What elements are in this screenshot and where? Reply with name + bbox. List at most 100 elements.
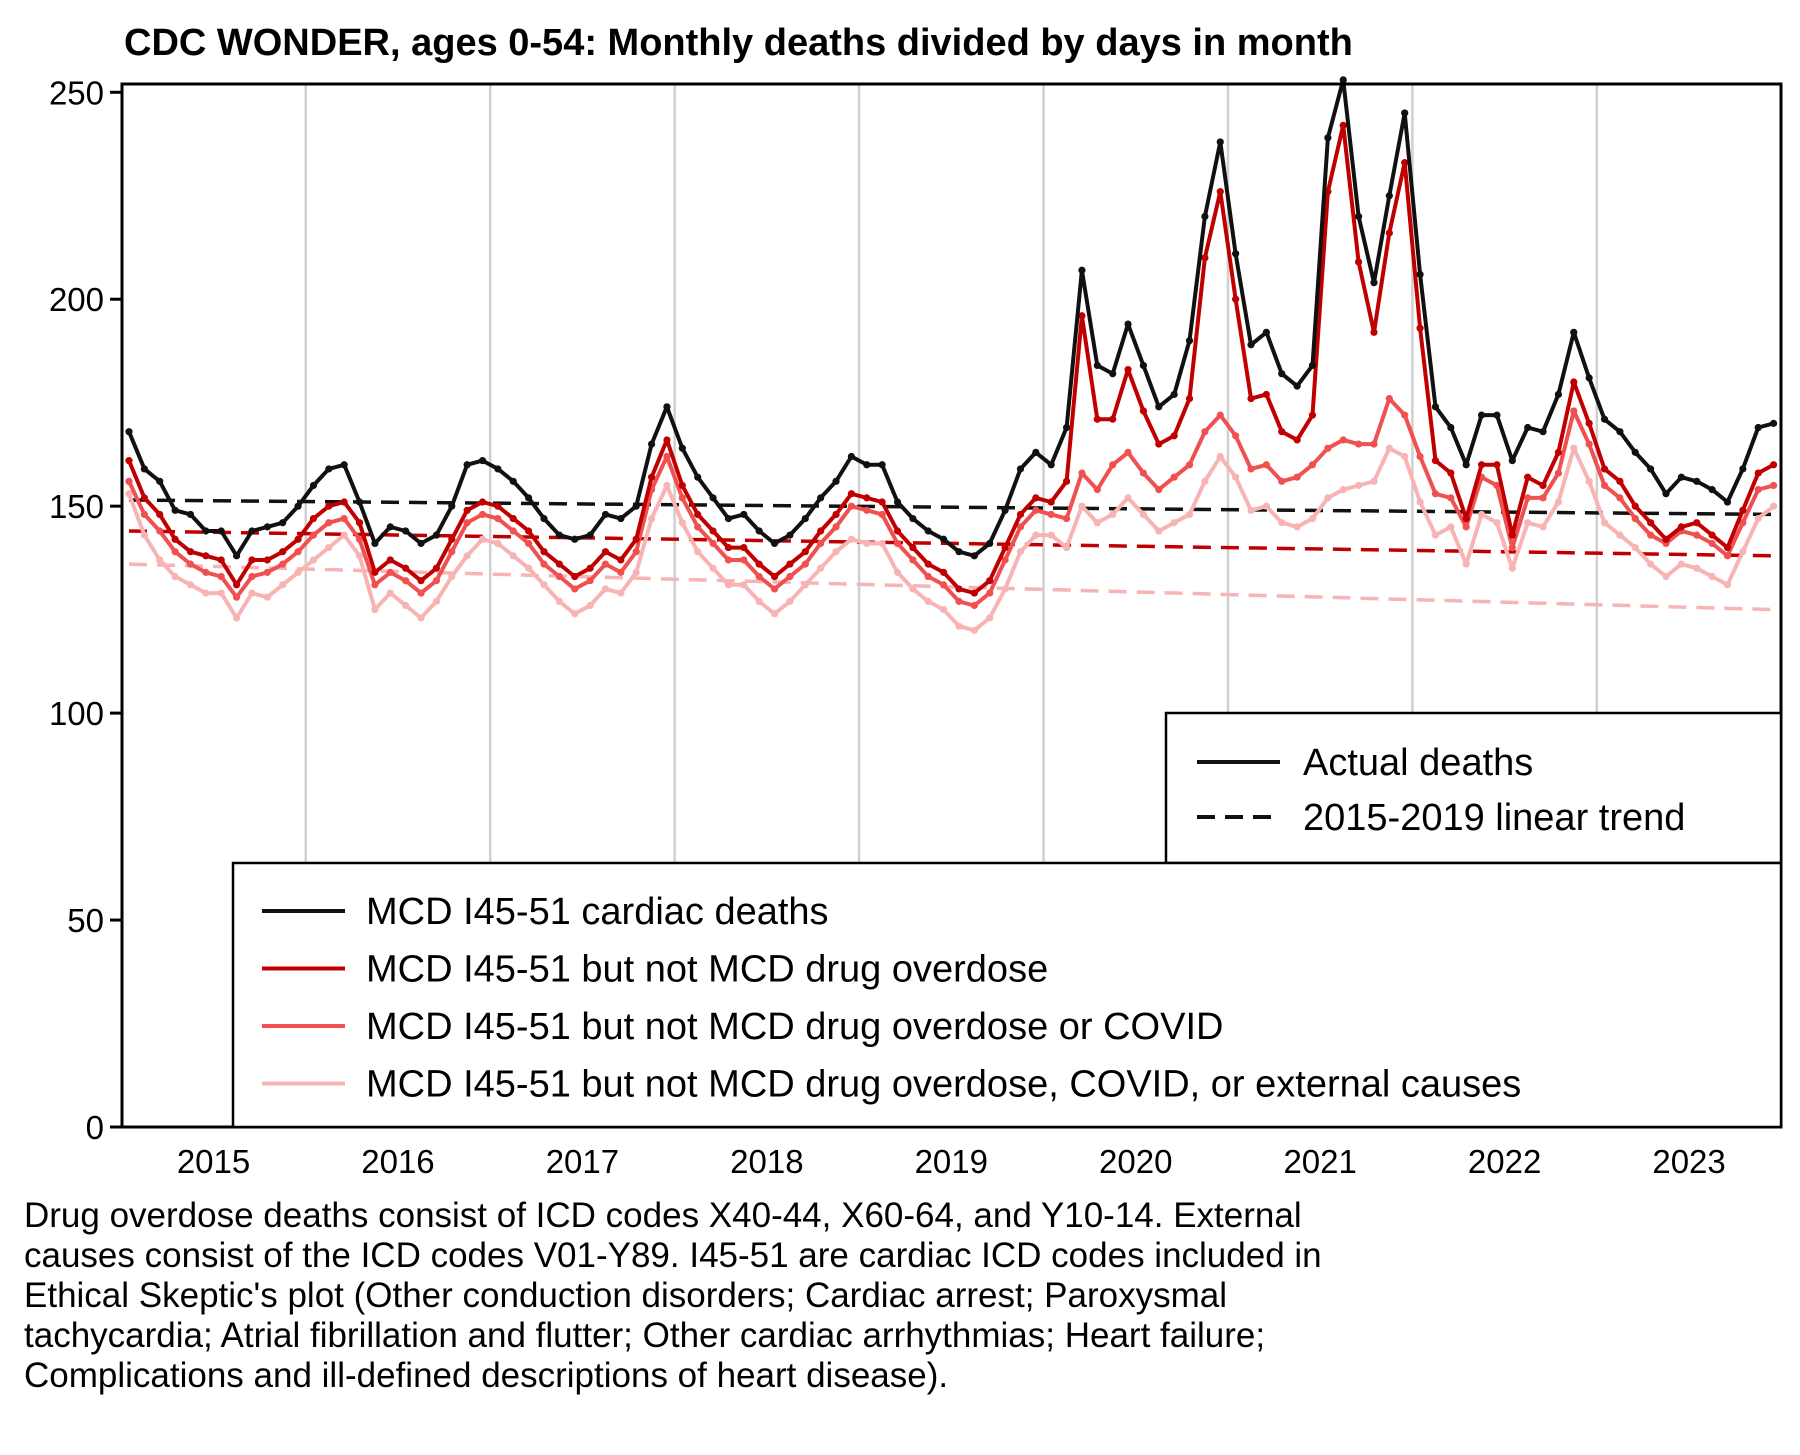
data-point — [724, 543, 733, 552]
data-point — [1385, 444, 1393, 452]
data-point — [1477, 510, 1486, 519]
data-point — [1477, 461, 1486, 469]
data-point — [832, 548, 840, 556]
data-point — [263, 593, 271, 601]
data-point — [1124, 320, 1132, 328]
data-point — [770, 585, 779, 593]
data-point — [586, 577, 594, 585]
x-tick-label: 2019 — [915, 1143, 988, 1180]
data-point — [1401, 411, 1409, 419]
data-point — [1508, 564, 1516, 572]
data-point — [1554, 390, 1563, 399]
data-point — [186, 548, 195, 556]
data-point — [1339, 76, 1347, 84]
data-point — [1062, 543, 1071, 552]
data-point — [1401, 109, 1409, 117]
legend-series-label: MCD I45-51 but not MCD drug overdose, CO… — [366, 1064, 1521, 1106]
data-point — [432, 597, 440, 605]
data-point — [1616, 477, 1624, 485]
data-point — [478, 510, 487, 519]
data-point — [1585, 477, 1593, 485]
data-point — [279, 581, 287, 589]
data-point — [1001, 543, 1009, 552]
data-point — [801, 514, 809, 523]
data-point — [1232, 432, 1240, 440]
legend-style-box — [1164, 711, 1783, 865]
data-point — [909, 556, 917, 564]
data-point — [478, 457, 487, 465]
data-point — [601, 585, 610, 593]
data-point — [1662, 572, 1670, 581]
data-point — [740, 510, 748, 519]
data-point — [1739, 506, 1747, 514]
y-tick-label: 150 — [49, 488, 104, 525]
data-point — [1693, 531, 1701, 539]
data-point — [248, 527, 256, 535]
data-point — [1416, 270, 1424, 278]
trend-line — [128, 562, 1774, 612]
data-point — [617, 568, 625, 576]
data-point — [1508, 543, 1516, 552]
data-point — [847, 490, 855, 498]
data-point — [1016, 523, 1025, 531]
data-point — [1585, 419, 1593, 427]
data-point — [525, 539, 533, 548]
data-point — [1462, 523, 1470, 531]
data-point — [494, 514, 502, 523]
data-point — [432, 564, 440, 572]
y-tick-label: 0 — [86, 1109, 104, 1146]
data-point — [156, 556, 164, 564]
data-point — [694, 510, 702, 519]
data-point — [1708, 531, 1716, 539]
data-point — [1078, 502, 1086, 510]
data-point — [156, 477, 164, 485]
data-point — [786, 597, 794, 605]
data-point — [494, 539, 502, 548]
data-point — [232, 552, 241, 560]
data-point — [509, 477, 517, 485]
data-point — [1032, 494, 1040, 502]
data-point — [1647, 519, 1655, 527]
data-point — [294, 548, 302, 556]
data-point — [586, 601, 594, 610]
data-point — [125, 428, 133, 436]
data-point — [1355, 258, 1363, 266]
data-point — [1001, 585, 1009, 593]
data-point — [1570, 407, 1578, 415]
caption-line: tachycardia; Atrial fibrillation and flu… — [24, 1316, 1266, 1355]
data-point — [1324, 444, 1332, 452]
data-point — [1447, 423, 1455, 432]
y-tick-label: 200 — [49, 281, 104, 318]
data-point — [1093, 415, 1101, 423]
data-point — [1016, 548, 1025, 556]
data-point — [1631, 502, 1639, 510]
data-point — [647, 473, 656, 481]
data-point — [1754, 486, 1762, 494]
data-point — [1416, 452, 1424, 461]
data-point — [1723, 552, 1732, 560]
data-point — [847, 535, 855, 543]
data-point — [986, 589, 994, 597]
data-point — [371, 568, 379, 576]
data-point — [1355, 481, 1363, 490]
data-point — [1139, 469, 1148, 477]
data-point — [1508, 531, 1516, 539]
data-point — [1539, 494, 1547, 502]
data-point — [1201, 428, 1209, 436]
x-tick-label: 2016 — [361, 1143, 434, 1180]
data-point — [1262, 328, 1270, 336]
data-point — [263, 523, 271, 531]
data-point — [325, 519, 333, 527]
data-point — [540, 548, 548, 556]
data-point — [202, 589, 210, 597]
data-point — [1324, 134, 1332, 142]
data-point — [1093, 486, 1101, 494]
data-point — [540, 560, 548, 568]
data-point — [309, 556, 318, 564]
data-point — [1447, 494, 1455, 502]
data-point — [463, 552, 471, 560]
data-point — [770, 610, 779, 618]
data-point — [1570, 328, 1578, 336]
data-point — [924, 527, 932, 535]
data-point — [1247, 506, 1255, 514]
